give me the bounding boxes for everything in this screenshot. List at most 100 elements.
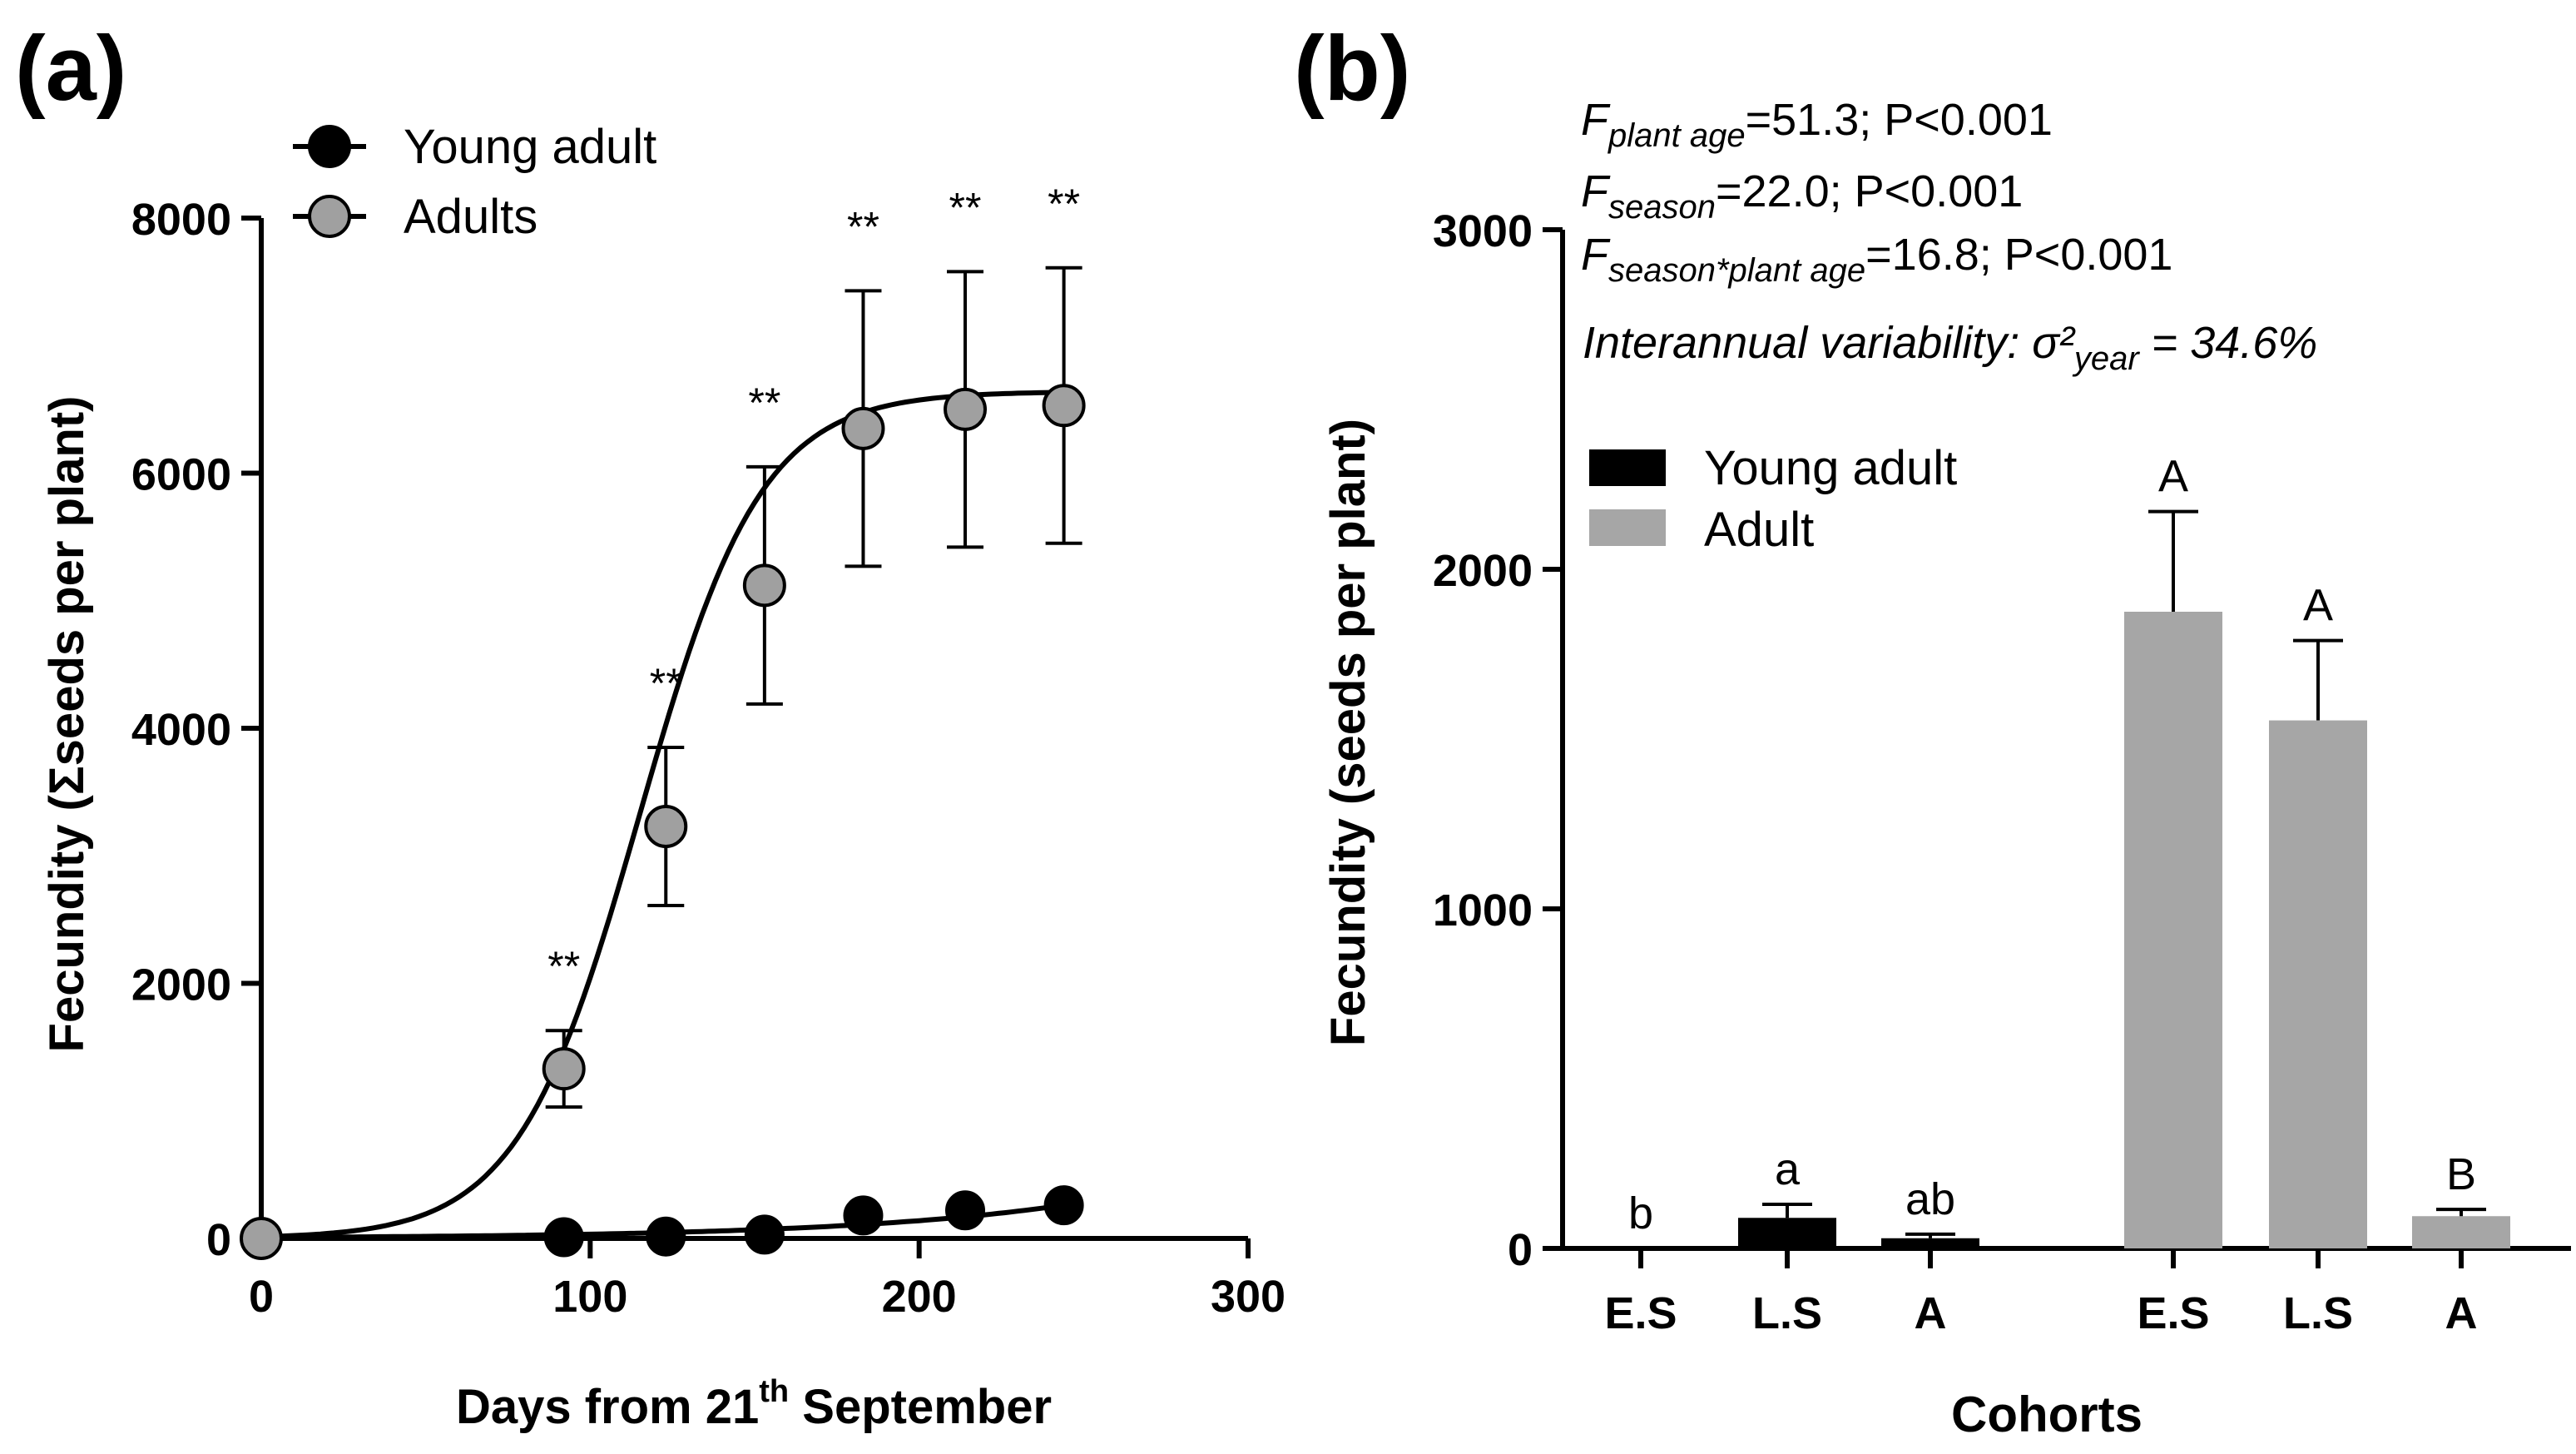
x-tick-label: 100	[552, 1272, 627, 1322]
adults-point	[644, 805, 688, 849]
x-label-post: September	[789, 1380, 1052, 1434]
adults-points	[240, 384, 1086, 1260]
y-tick-label: 0	[1508, 1225, 1533, 1275]
x-tick-label: E.S	[2137, 1288, 2209, 1338]
bar	[2269, 720, 2367, 1248]
group-letter: b	[1628, 1189, 1653, 1238]
bar	[1881, 1238, 1979, 1248]
stat-l4-pre: Interannual variability: σ²	[1583, 318, 2076, 368]
panel-b-y-axis-label: Fecundity (seeds per plant)	[1321, 419, 1375, 1046]
adults-point	[742, 563, 786, 608]
young-adult-point	[744, 1214, 785, 1255]
panel-b-y-ticks: 0 1000 2000 3000	[1433, 206, 1563, 1275]
legend-label-adults: Adults	[404, 190, 537, 244]
stat-f-1: F	[1581, 95, 1611, 145]
adults-point	[841, 406, 885, 450]
panel-b-error-bars	[1762, 509, 2486, 1238]
group-letter: A	[2158, 452, 2188, 502]
adults-point	[1042, 384, 1086, 428]
stat-sub-2: season	[1608, 189, 1716, 226]
x-label-pre: Days from 21	[456, 1380, 759, 1434]
bar	[2124, 612, 2222, 1248]
legend-swatch-young-adult	[1589, 449, 1666, 486]
x-tick-label: 200	[882, 1272, 957, 1322]
panel-a-y-axis-label: Fecundity (Σseeds per plant)	[40, 396, 94, 1053]
legend-marker-adults	[308, 195, 351, 238]
stat-f-2: F	[1581, 166, 1611, 216]
y-tick-label: 4000	[131, 705, 231, 755]
y-tick-label: 8000	[131, 195, 231, 245]
young-adult-point	[646, 1216, 686, 1257]
stat-sub-3: season*plant age	[1608, 252, 1865, 289]
y-tick-label: 1000	[1433, 886, 1533, 935]
stat-interannual: Interannual variability: σ²year = 34.6%	[1583, 318, 2317, 377]
panel-b-x-ticks: E.S L.S A E.S L.S A	[1604, 1248, 2478, 1338]
stat-interaction: Fseason*plant age=16.8; P<0.001	[1581, 230, 2172, 289]
stat-rest-2: =22.0; P<0.001	[1716, 166, 2023, 216]
legend-label-young-adult: Young adult	[404, 120, 656, 174]
stat-rest-3: =16.8; P<0.001	[1865, 230, 2172, 280]
young-adult-points	[241, 1185, 1084, 1258]
x-tick-label: A	[2445, 1288, 2478, 1338]
panel-a-x-axis-label: Days from 21th September	[456, 1374, 1052, 1434]
y-tick-label: 2000	[131, 960, 231, 1010]
significance-marker: **	[547, 943, 580, 990]
y-tick-label: 6000	[131, 450, 231, 500]
y-tick-label: 3000	[1433, 206, 1533, 256]
significance-marker: **	[847, 203, 879, 250]
group-letter: a	[1775, 1144, 1801, 1194]
legend-label-young-adult-b: Young adult	[1704, 441, 1957, 495]
legend-label-adult-b: Adult	[1704, 503, 1814, 557]
adults-point	[944, 387, 988, 431]
significance-annotations: ** ** ** ** ** **	[547, 181, 1080, 990]
x-tick-label: A	[1915, 1288, 1947, 1338]
panel-a-label: (a)	[15, 17, 126, 120]
young-adult-point	[543, 1217, 584, 1258]
bar	[2412, 1216, 2510, 1248]
significance-marker: **	[949, 184, 982, 231]
bar	[1738, 1218, 1836, 1248]
panel-b-label: (b)	[1294, 17, 1410, 120]
adults-fit-curve	[260, 390, 1064, 1239]
y-tick-label: 2000	[1433, 546, 1533, 596]
adults-point	[240, 1217, 283, 1260]
panel-b-group-letters: b a ab A A B	[1628, 452, 2476, 1238]
panel-a-y-ticks: 0 2000 4000 6000 8000	[131, 195, 261, 1265]
group-letter: B	[2446, 1149, 2476, 1199]
stat-l4-sub: year	[2072, 340, 2140, 377]
significance-marker: **	[1048, 181, 1080, 227]
x-tick-label: 0	[249, 1272, 274, 1322]
y-tick-label: 0	[206, 1215, 231, 1265]
panel-a-legend: Young adult Adults	[293, 120, 656, 244]
x-tick-label: E.S	[1604, 1288, 1677, 1338]
significance-marker: **	[748, 380, 780, 426]
adults-point	[542, 1047, 586, 1091]
stat-season: Fseason=22.0; P<0.001	[1581, 166, 2023, 226]
x-tick-label: L.S	[2283, 1288, 2353, 1338]
panel-b-legend: Young adult Adult	[1589, 441, 1957, 557]
young-adult-point	[843, 1195, 884, 1236]
panel-a-x-ticks: 0 100 200 300	[249, 1238, 1286, 1322]
x-tick-label: L.S	[1752, 1288, 1822, 1338]
legend-swatch-adult	[1589, 509, 1666, 546]
panel-b-x-axis-label: Cohorts	[1951, 1387, 2143, 1442]
stat-f-3: F	[1581, 230, 1611, 280]
stat-sub-1: plant age	[1608, 117, 1746, 154]
stat-l4-post: = 34.6%	[2139, 318, 2318, 368]
significance-marker: **	[650, 660, 682, 707]
legend-marker-young-adult	[308, 125, 351, 168]
x-label-sup: th	[759, 1374, 789, 1409]
group-letter: ab	[1905, 1174, 1955, 1224]
young-adult-point	[945, 1190, 986, 1231]
stat-plant-age: Fplant age=51.3; P<0.001	[1581, 95, 2053, 154]
group-letter: A	[2303, 581, 2333, 631]
panel-b-bars	[1738, 612, 2510, 1248]
young-adult-point	[1043, 1185, 1084, 1226]
statistics-block: Fplant age=51.3; P<0.001 Fseason=22.0; P…	[1581, 95, 2317, 377]
x-tick-label: 300	[1211, 1272, 1286, 1322]
stat-rest-1: =51.3; P<0.001	[1746, 95, 2053, 145]
panel-b: (b) 0 1000 2000 3000 E.S L.S A E.S L.S A b a ab A A B…	[1294, 17, 2571, 1442]
